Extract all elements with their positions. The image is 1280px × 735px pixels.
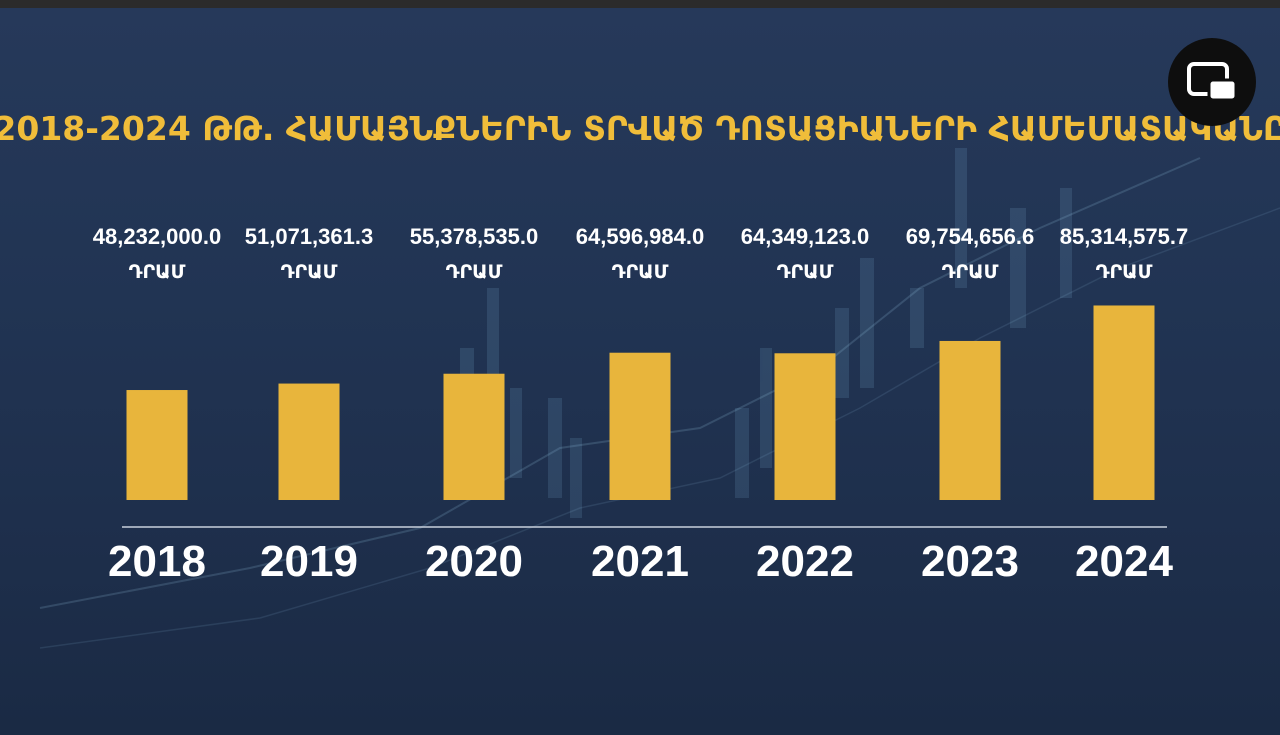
bar-2023 [939, 340, 1001, 500]
year-label-2022: 2022 [756, 537, 854, 586]
bar-2022 [774, 353, 836, 500]
bar-group-2020: 55,378,535.0 ԴՐԱՄ 2020 [410, 224, 538, 586]
picture-in-picture-button[interactable] [1168, 38, 1256, 126]
background-decoration [39, 148, 1280, 649]
bar-group-2023: 69,754,656.6 ԴՐԱՄ 2023 [906, 224, 1034, 586]
value-label-2020: 55,378,535.0 [410, 224, 538, 249]
bar-chart: 2018-2024 ԹԹ. ՀԱՄԱՅՆՔՆԵՐԻՆ ՏՐՎԱԾ ԴՈՏԱՑԻԱ… [0, 109, 1280, 586]
unit-label-2018: ԴՐԱՄ [129, 261, 186, 283]
value-label-2023: 69,754,656.6 [906, 224, 1034, 249]
bar-2021 [609, 352, 671, 500]
chart-title: 2018-2024 ԹԹ. ՀԱՄԱՅՆՔՆԵՐԻՆ ՏՐՎԱԾ ԴՈՏԱՑԻԱ… [0, 109, 1280, 148]
unit-label-2021: ԴՐԱՄ [612, 261, 669, 283]
value-label-2019: 51,071,361.3 [245, 224, 373, 249]
bar-group-2024: 85,314,575.7 ԴՐԱՄ 2024 [1060, 224, 1188, 586]
chart-stage: 2018-2024 ԹԹ. ՀԱՄԱՅՆՔՆԵՐԻՆ ՏՐՎԱԾ ԴՈՏԱՑԻԱ… [0, 8, 1280, 735]
value-label-2021: 64,596,984.0 [576, 224, 704, 249]
bar-group-2021: 64,596,984.0 ԴՐԱՄ 2021 [576, 224, 704, 586]
bar-group-2019: 51,071,361.3 ԴՐԱՄ 2019 [245, 224, 373, 586]
picture-in-picture-icon [1187, 62, 1238, 102]
unit-label-2023: ԴՐԱՄ [942, 261, 999, 283]
year-label-2023: 2023 [921, 537, 1019, 586]
bar-2019 [278, 383, 340, 500]
unit-label-2024: ԴՐԱՄ [1096, 261, 1153, 283]
value-label-2024: 85,314,575.7 [1060, 224, 1188, 249]
bar-2024 [1093, 305, 1155, 500]
unit-label-2022: ԴՐԱՄ [777, 261, 834, 283]
bar-group-2018: 48,232,000.0 ԴՐԱՄ 2018 [93, 224, 221, 586]
year-label-2018: 2018 [108, 537, 206, 586]
year-label-2019: 2019 [260, 537, 358, 586]
year-label-2020: 2020 [425, 537, 523, 586]
year-label-2024: 2024 [1075, 537, 1173, 586]
unit-label-2019: ԴՐԱՄ [281, 261, 338, 283]
year-label-2021: 2021 [591, 537, 689, 586]
bars-layer: 48,232,000.0 ԴՐԱՄ 2018 51,071,361.3 ԴՐԱՄ 2019… [93, 224, 1188, 586]
bar-group-2022: 64,349,123.0 ԴՐԱՄ 2022 [741, 224, 869, 586]
unit-label-2020: ԴՐԱՄ [446, 261, 503, 283]
bar-2018 [126, 390, 188, 500]
value-label-2022: 64,349,123.0 [741, 224, 869, 249]
top-strip [0, 0, 1280, 8]
bar-2020 [443, 373, 505, 500]
value-label-2018: 48,232,000.0 [93, 224, 221, 249]
